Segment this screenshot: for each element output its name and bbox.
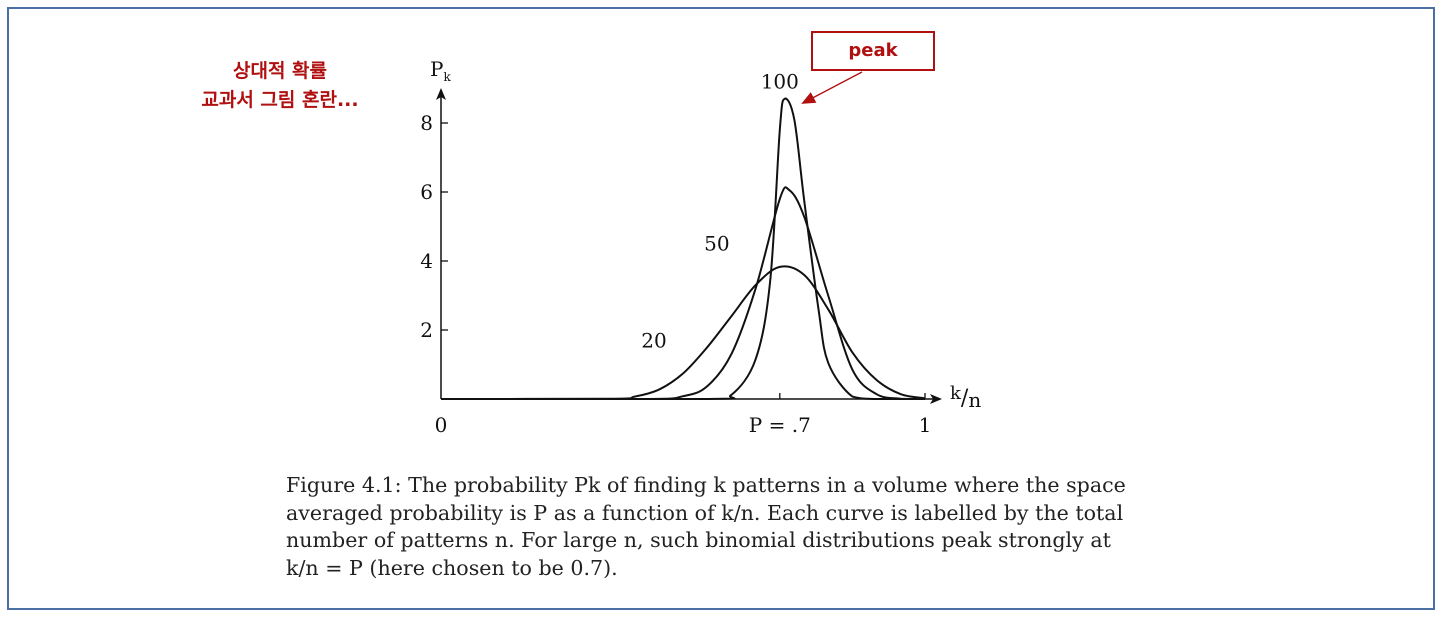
curves — [440, 97, 926, 401]
y-tick-label: 2 — [420, 318, 433, 342]
y-tick-label: 8 — [420, 111, 433, 135]
curve-n-100 — [440, 97, 925, 401]
x-tick-label: 0 — [435, 413, 448, 437]
caption-line-4: k/n = P (here chosen to be 0.7). — [286, 555, 618, 580]
x-tick-label: P = .7 — [749, 413, 811, 437]
curve-label-n-100: 100 — [761, 70, 799, 94]
peak-pointer-arrow — [801, 71, 863, 104]
caption-line-3: number of patterns n. For large n, such … — [286, 528, 1111, 552]
x-tick-label: 1 — [919, 413, 932, 437]
curve-labels: 20 50 100 — [641, 70, 799, 353]
curve-label-n-50: 50 — [704, 232, 729, 256]
curve-n-50 — [440, 186, 926, 401]
korean-annotation-note: 상대적 확률 교과서 그림 혼란... — [180, 57, 380, 115]
curve-label-n-20: 20 — [641, 328, 666, 352]
x-ticks: 0 P = .7 1 — [435, 393, 932, 437]
caption-line-1: Figure 4.1: The probability Pk of findin… — [286, 473, 1126, 497]
caption-line-2: averaged probability is P as a function … — [286, 500, 1124, 525]
y-ticks: 2 4 6 8 — [420, 111, 448, 342]
curve-n-20 — [440, 265, 926, 400]
note-line-1: 상대적 확률 — [232, 60, 327, 82]
note-line-2: 교과서 그림 혼란... — [201, 89, 359, 111]
y-axis-label: Pk — [430, 57, 451, 84]
figure-frame — [7, 7, 1435, 610]
x-axis-label: k/n — [950, 383, 981, 412]
peak-callout: peak — [811, 31, 935, 71]
y-tick-label: 4 — [420, 249, 433, 273]
figure-caption: Figure 4.1: The probability Pk of findin… — [286, 472, 1152, 582]
y-tick-label: 6 — [420, 180, 433, 204]
